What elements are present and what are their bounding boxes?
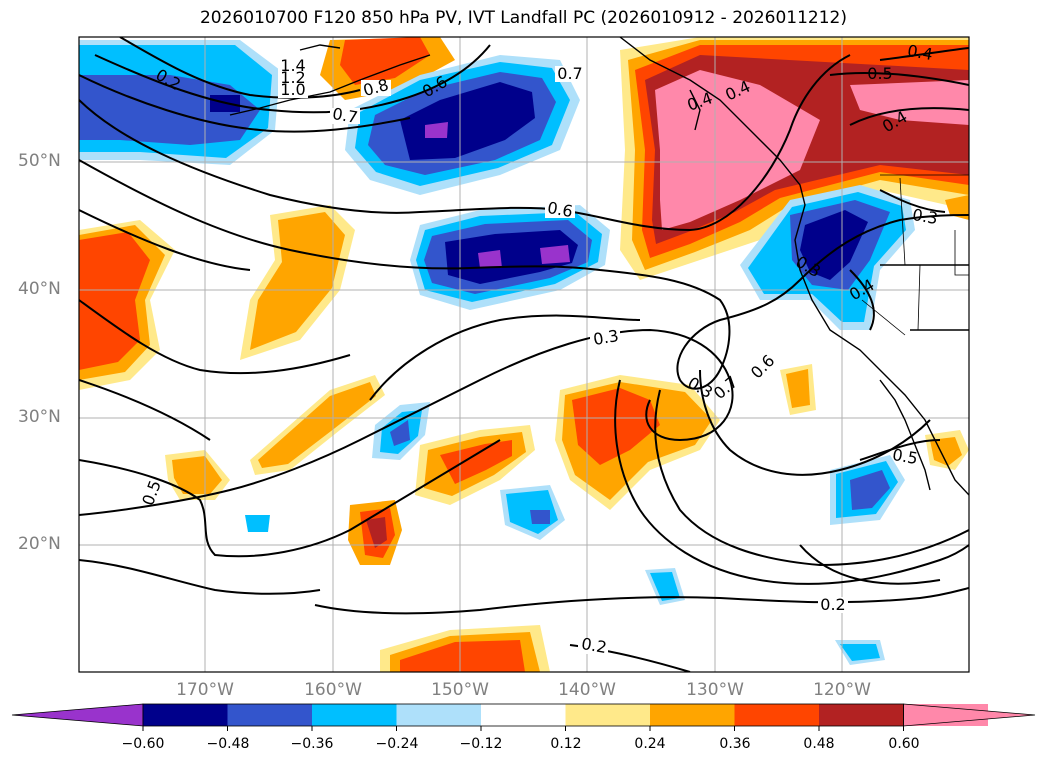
contour-label: 1.0: [280, 80, 305, 99]
colorbar-extend-min: [11, 703, 144, 727]
colorbar-swatch: [650, 704, 735, 726]
state-borders: [861, 174, 969, 336]
contour-label: 1.4: [280, 56, 305, 75]
contour-label: 0.5: [891, 445, 919, 468]
lat-label-40n: 40°N: [18, 279, 61, 299]
contour-label: 0.3: [592, 326, 620, 349]
lon-label-170w: 170°W: [176, 680, 234, 700]
lon-label-140w: 140°W: [558, 680, 616, 700]
colorbar-swatch: [481, 704, 566, 726]
lon-label-130w: 130°W: [686, 680, 744, 700]
colorbar-tick-label: 0.60: [888, 736, 920, 752]
map-title: 2026010700 F120 850 hPa PV, IVT Landfall…: [199, 8, 847, 28]
contour-label: 0.3: [911, 205, 939, 228]
map-plot-area: [79, 37, 969, 672]
colorbar-tick-label: 0.48: [803, 736, 835, 752]
graticule: [79, 37, 969, 672]
contour-label-masks: [278, 58, 848, 654]
contour-label: 0.7: [557, 64, 582, 83]
contour-label: 0.6: [546, 198, 574, 221]
contour-label: 0.4: [906, 41, 934, 64]
colorbar-swatch: [312, 704, 397, 726]
colorbar-swatch: [565, 704, 650, 726]
lon-label-150w: 150°W: [431, 680, 489, 700]
contour-label: 0.7: [331, 104, 359, 127]
lon-label-120w: 120°W: [813, 680, 871, 700]
lat-label-30n: 30°N: [18, 407, 61, 427]
colorbar-tick-label: −0.48: [206, 736, 250, 752]
colorbar-tick-label: 0.24: [634, 736, 666, 752]
lat-label-20n: 20°N: [18, 534, 61, 554]
colorbar-tick-label: 0.12: [550, 736, 582, 752]
coastlines: [229, 37, 969, 496]
colorbar: [11, 703, 1036, 731]
contour-label: 0.2: [580, 634, 608, 657]
contour-label: 0.5: [867, 64, 892, 83]
contour-lines: [79, 37, 969, 672]
lat-label-50n: 50°N: [18, 151, 61, 171]
colorbar-swatch: [819, 704, 904, 726]
colorbar-tick-label: 0.36: [719, 736, 751, 752]
lon-label-160w: 160°W: [304, 680, 362, 700]
colorbar-swatch: [396, 704, 481, 726]
colorbar-outline: [142, 703, 904, 727]
map-frame: [78, 36, 970, 673]
colorbar-swatch: [143, 704, 228, 726]
colorbar-tick-label: −0.60: [121, 736, 165, 752]
colorbar-swatch: [227, 704, 312, 726]
colorbar-tick-label: −0.12: [459, 736, 503, 752]
colorbar-tick-label: −0.36: [290, 736, 334, 752]
colorbar-swatch: [734, 704, 819, 726]
contour-label: 1.2: [280, 68, 305, 87]
contour-label: 0.2: [820, 595, 845, 614]
colorbar-tick-label: −0.24: [375, 736, 419, 752]
